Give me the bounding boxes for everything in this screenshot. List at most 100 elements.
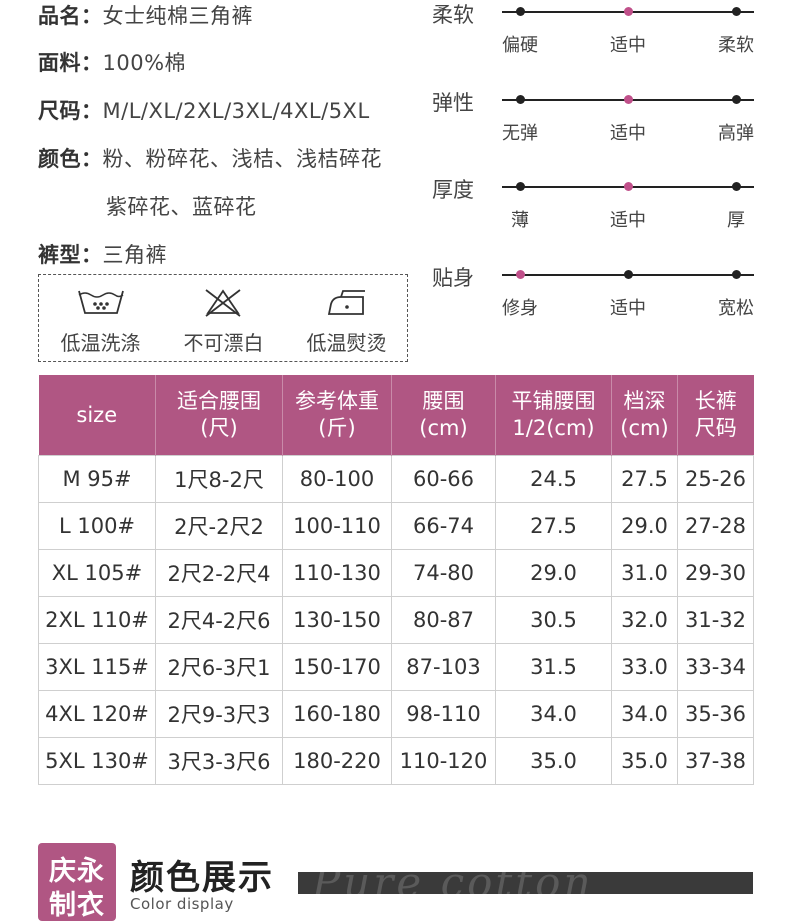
table-cell: 2XL 110# xyxy=(38,596,156,644)
table-cell: 2尺4-2尺6 xyxy=(155,596,283,644)
header-text: 腰围 xyxy=(422,389,465,413)
care-label-iron: 低温熨烫 xyxy=(306,331,387,355)
scale-dot-active xyxy=(624,95,633,104)
section-subtitle: Color display xyxy=(130,895,234,913)
type-row: 裤型：三角裤 xyxy=(38,239,167,269)
table-cell: 33-34 xyxy=(677,643,754,691)
table-cell: 87-103 xyxy=(391,643,496,691)
header-flat-waist: 平铺腰围 1/2(cm) xyxy=(495,375,612,456)
header-waist-cm: 腰围 (cm) xyxy=(391,375,496,456)
header-rise: 档深 (cm) xyxy=(611,375,678,456)
table-row: 2XL 110# 2尺4-2尺6 130-150 80-87 30.5 32.0 31-32 xyxy=(38,596,754,644)
header-unit: (尺) xyxy=(200,416,238,440)
table-cell: 31.0 xyxy=(611,549,678,597)
table-cell: 4XL 120# xyxy=(38,690,156,738)
type-value: 三角裤 xyxy=(102,243,167,267)
scale-dot xyxy=(732,270,741,279)
table-cell: 1尺8-2尺 xyxy=(155,455,283,503)
product-name-row: 品名：女士纯棉三角裤 xyxy=(38,0,253,30)
scale-label: 厚 xyxy=(727,210,745,231)
table-cell: 31.5 xyxy=(495,643,612,691)
header-text: size xyxy=(76,402,118,427)
product-name-label: 品名： xyxy=(38,4,103,28)
header-text: 适合腰围 xyxy=(177,389,261,413)
table-cell: 33.0 xyxy=(611,643,678,691)
scale-thickness: 厚度 薄 适中 厚 xyxy=(432,176,772,246)
table-cell: 74-80 xyxy=(391,549,496,597)
color-row: 颜色：粉、粉碎花、浅桔、浅桔碎花 xyxy=(38,143,382,173)
table-cell: 35.0 xyxy=(611,737,678,785)
color-value-line2: 紫碎花、蓝碎花 xyxy=(106,195,257,219)
table-cell: 2尺9-3尺3 xyxy=(155,690,283,738)
product-name-value: 女士纯棉三角裤 xyxy=(102,4,253,28)
size-chart-table: size 适合腰围 (尺) 参考体重 (斤) 腰围 (cm) 平铺腰围 1/2(cm) … xyxy=(38,375,754,785)
table-cell: 27.5 xyxy=(611,455,678,503)
table-cell: 100-110 xyxy=(282,502,392,550)
brand-logo: 庆永 制衣 xyxy=(38,843,116,921)
table-cell: 35-36 xyxy=(677,690,754,738)
scale-label: 修身 xyxy=(502,298,538,319)
table-cell: 34.0 xyxy=(495,690,612,738)
table-cell: 32.0 xyxy=(611,596,678,644)
scale-label: 无弹 xyxy=(502,123,538,144)
table-cell: 160-180 xyxy=(282,690,392,738)
table-cell: 31-32 xyxy=(677,596,754,644)
size-label: 尺码： xyxy=(38,99,103,123)
table-cell: M 95# xyxy=(38,455,156,503)
low-temp-iron-icon xyxy=(327,290,365,315)
table-row: 5XL 130# 3尺3-3尺6 180-220 110-120 35.0 35.0 37-… xyxy=(38,737,754,785)
header-waist-chi: 适合腰围 (尺) xyxy=(155,375,283,456)
header-unit: (cm) xyxy=(620,416,669,440)
scale-dot xyxy=(516,7,525,16)
scale-dot xyxy=(732,182,741,191)
scale-label: 适中 xyxy=(610,298,646,319)
care-item-iron: 低温熨烫 xyxy=(285,275,408,363)
care-item-bleach: 不可漂白 xyxy=(162,275,285,363)
color-label: 颜色： xyxy=(38,147,103,171)
care-item-wash: 低温洗涤 xyxy=(39,275,162,363)
scale-title: 弹性 xyxy=(432,91,474,115)
color-row-2: 紫碎花、蓝碎花 xyxy=(106,191,257,221)
scale-dot xyxy=(624,270,633,279)
table-cell: 30.5 xyxy=(495,596,612,644)
header-unit: (斤) xyxy=(318,416,356,440)
section-watermark: Pure cotton xyxy=(312,872,594,894)
table-cell: 110-130 xyxy=(282,549,392,597)
table-cell: 110-120 xyxy=(391,737,496,785)
fabric-row: 面料：100%棉 xyxy=(38,47,186,77)
table-cell: 80-87 xyxy=(391,596,496,644)
table-cell: 5XL 130# xyxy=(38,737,156,785)
header-text: 档深 xyxy=(623,389,666,413)
table-cell: 80-100 xyxy=(282,455,392,503)
table-cell: 37-38 xyxy=(677,737,754,785)
table-cell: 25-26 xyxy=(677,455,754,503)
table-cell: 150-170 xyxy=(282,643,392,691)
table-cell: 35.0 xyxy=(495,737,612,785)
table-cell: XL 105# xyxy=(38,549,156,597)
section-title: 颜色展示 xyxy=(130,858,274,898)
scale-dot xyxy=(516,182,525,191)
low-temp-wash-icon xyxy=(78,290,124,314)
size-value: M/L/XL/2XL/3XL/4XL/5XL xyxy=(102,99,370,123)
scale-label: 偏硬 xyxy=(502,35,538,56)
fabric-value: 100%棉 xyxy=(102,51,187,75)
table-cell: 29.0 xyxy=(495,549,612,597)
scale-dot-active xyxy=(624,182,633,191)
scale-label: 柔软 xyxy=(718,35,754,56)
table-cell: 60-66 xyxy=(391,455,496,503)
scale-softness: 柔软 偏硬 适中 柔软 xyxy=(432,1,772,71)
header-unit: 尺码 xyxy=(694,416,737,440)
table-cell: 66-74 xyxy=(391,502,496,550)
header-weight: 参考体重 (斤) xyxy=(282,375,392,456)
table-cell: 29-30 xyxy=(677,549,754,597)
table-cell: 24.5 xyxy=(495,455,612,503)
table-row: XL 105# 2尺2-2尺4 110-130 74-80 29.0 31.0 29-30 xyxy=(38,549,754,597)
type-label: 裤型： xyxy=(38,243,103,267)
header-text: 平铺腰围 xyxy=(511,389,596,413)
no-bleach-icon xyxy=(205,289,241,317)
table-cell: 2尺6-3尺1 xyxy=(155,643,283,691)
header-pants-size: 长裤 尺码 xyxy=(677,375,754,456)
table-cell: 2尺2-2尺4 xyxy=(155,549,283,597)
table-cell: 27-28 xyxy=(677,502,754,550)
table-row: 4XL 120# 2尺9-3尺3 160-180 98-110 34.0 34.0 35-3… xyxy=(38,690,754,738)
